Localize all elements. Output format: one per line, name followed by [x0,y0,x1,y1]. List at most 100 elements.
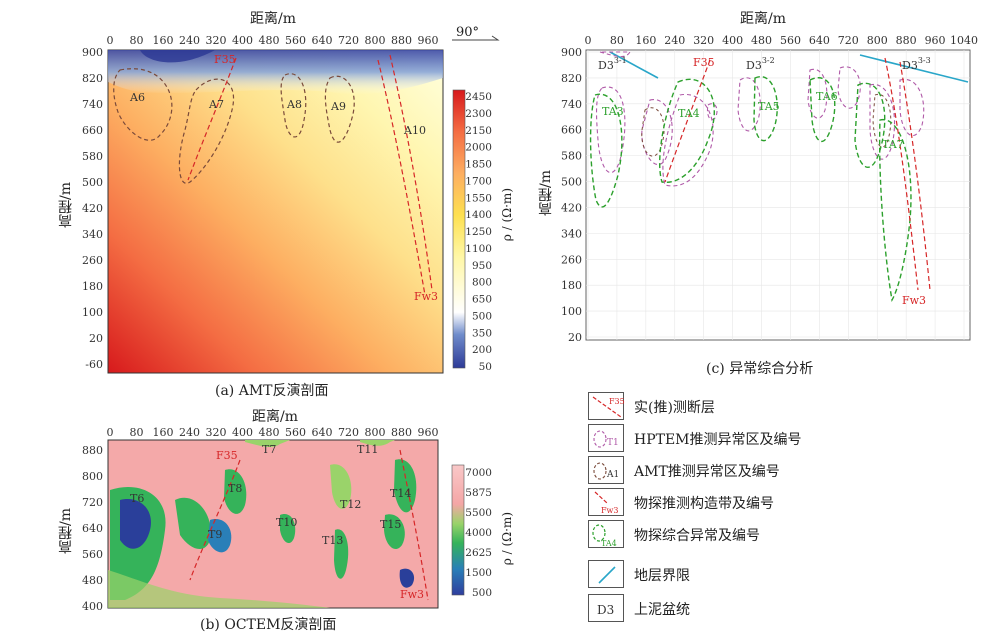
strata-labels: D33-1 D33-2 D33-3 [598,56,931,72]
composite-label-ta4: TA4 [678,107,700,120]
y-tick-label: 1100 [465,243,492,255]
y-tick-label: 660 [82,124,103,137]
x-tick-label: 480 [751,34,772,47]
y-tick-label: 900 [561,46,582,59]
panel-a-angle-label: 90° [456,25,480,40]
x-tick-label: 560 [780,34,801,47]
anomaly-label-t15: T15 [380,518,401,531]
y-tick-label: 500 [82,176,103,189]
x-tick-label: 800 [867,34,888,47]
fault-label-fw3-b: Fw3 [400,588,424,601]
svg-text:D3: D3 [597,603,614,617]
anomaly-label-t8: T8 [228,482,242,495]
y-tick-label: 50 [479,361,492,373]
stratum-label-3: D33-3 [902,56,931,72]
y-tick-label: 480 [82,574,103,587]
panel-a-top-axis-title: 距离/m [250,11,296,27]
fault-fw3-line-2 [377,59,426,296]
structure-belt-icon: Fw3 [588,488,624,516]
y-tick-label: 740 [82,98,103,111]
fault-label-fw3: Fw3 [414,290,438,303]
legend-item-fault: F35 实(推)测断层 [588,392,988,420]
y-tick-label: 1550 [465,192,492,204]
anomaly-a6-outline [113,68,173,141]
x-tick-label: 720 [338,34,359,47]
x-tick-label: 960 [925,34,946,47]
anomaly-label-t11: T11 [357,443,378,456]
y-tick-label: 5500 [465,507,492,519]
composite-ta6-outline [809,77,836,142]
svg-text:T1: T1 [607,438,619,448]
anomaly-a9-outline [324,75,355,143]
y-tick-label: -60 [85,358,103,371]
y-tick-label: 180 [82,280,103,293]
svg-text:Fw3: Fw3 [601,506,619,515]
y-tick-label: 200 [472,344,492,356]
y-tick-label: 260 [561,253,582,266]
anomaly-label-t14: T14 [390,487,411,500]
x-tick-label: 720 [338,426,359,439]
composite-label-ta7: TA7 [882,138,904,151]
panel-b-top-axis-title: 距离/m [252,409,298,425]
fault-label-fw3-c: Fw3 [902,294,926,307]
composite-label-ta3: TA3 [602,105,624,118]
y-tick-label: 100 [561,305,582,318]
x-tick-label: 640 [312,426,333,439]
x-tick-label: 80 [130,34,144,47]
panel-a-y-axis-title: 高程/m [58,182,74,228]
anomaly-label-t6: T6 [130,492,144,505]
amt-anomaly-icon: A1 [588,456,624,484]
panel-b-y-axis-title: 高程/m [58,508,74,554]
y-tick-label: 800 [82,470,103,483]
fault-fw3-line [389,54,433,291]
y-tick-label: 820 [561,72,582,85]
anomaly-label-t7: T7 [262,443,276,456]
x-tick-label: 960 [418,426,439,439]
y-tick-label: 2300 [465,108,492,120]
y-tick-label: 880 [82,444,103,457]
x-tick-label: 560 [285,34,306,47]
fault-line-icon: F35 [588,392,625,420]
y-tick-label: 2625 [465,547,492,559]
x-tick-label: 880 [896,34,917,47]
x-tick-label: 400 [722,34,743,47]
fault-fw3-line-c2 [899,61,931,291]
panel-c-top-axis-title: 距离/m [740,11,786,27]
anomaly-label-a7: A7 [208,98,224,111]
anomaly-label-t9: T9 [208,528,222,541]
composite-label-ta6: TA6 [816,90,838,103]
legend-item-structure: Fw3 物探推测构造带及编号 [588,488,988,516]
stratum-label-2: D33-2 [746,56,775,72]
y-tick-label: 1500 [465,567,492,579]
x-tick-label: 800 [365,426,386,439]
x-tick-label: 80 [610,34,624,47]
panel-c-y-axis-title: 高程/m [538,170,554,216]
hptem-anomaly-icon: T1 [588,424,624,452]
panel-a-colorbar-unit: ρ / (Ω·m) [500,188,514,242]
y-tick-label: 660 [561,124,582,137]
stratum-boundary-icon [588,560,624,588]
x-tick-label: 240 [179,34,200,47]
legend-text-amt: AMT推测异常区及编号 [634,464,780,480]
anomaly-label-a8: A8 [286,98,302,111]
y-tick-label: 340 [82,228,103,241]
composite-label-ta5: TA5 [758,100,780,113]
fault-label-f35: F35 [214,53,236,66]
svg-text:TA4: TA4 [601,539,617,548]
legend-item-boundary: 地层界限 [588,560,988,588]
stratum-boundary-2 [859,54,969,83]
legend-text-stratum: 上泥盆统 [634,602,690,618]
x-tick-label: 160 [153,426,174,439]
y-tick-label: 5875 [465,487,492,499]
anomaly-label-a9: A9 [330,100,346,113]
fault-fw3-line-c [884,57,919,291]
x-tick-label: 400 [232,34,253,47]
y-tick-label: 720 [82,496,103,509]
legend-item-stratum: D3 上泥盆统 [588,594,988,622]
legend-text-fault: 实(推)测断层 [634,400,715,416]
x-tick-label: 400 [232,426,253,439]
legend-item-hptem: T1 HPTEM推测异常区及编号 [588,424,988,452]
y-tick-label: 820 [82,72,103,85]
octem-low-resistivity-zones [108,440,417,608]
y-tick-label: 500 [561,176,582,189]
